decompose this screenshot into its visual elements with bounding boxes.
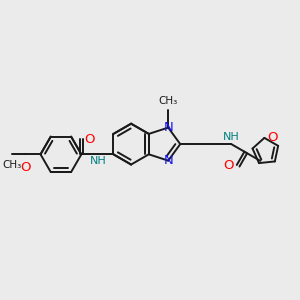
Text: O: O xyxy=(85,133,95,146)
Text: CH₃: CH₃ xyxy=(2,160,22,170)
Text: CH₃: CH₃ xyxy=(159,95,178,106)
Text: O: O xyxy=(20,160,31,174)
Text: N: N xyxy=(164,154,173,167)
Text: O: O xyxy=(268,131,278,144)
Text: NH: NH xyxy=(90,156,106,167)
Text: O: O xyxy=(223,159,233,172)
Text: N: N xyxy=(164,121,173,134)
Text: NH: NH xyxy=(223,132,240,142)
